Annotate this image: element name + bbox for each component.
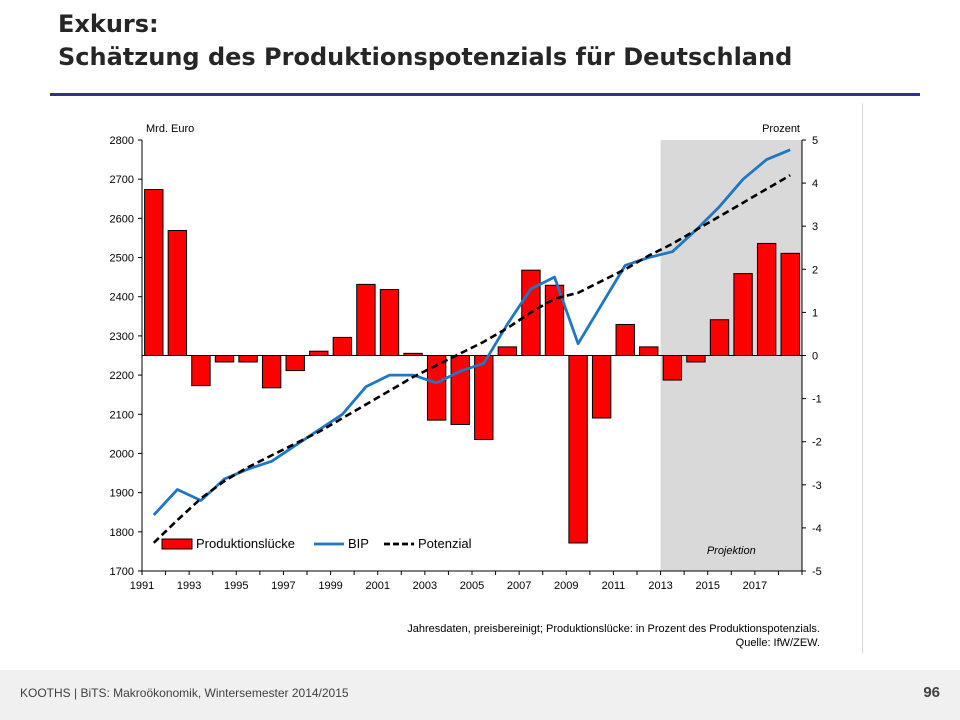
- title-rule: [50, 93, 920, 96]
- left-tick-label: 2700: [110, 174, 134, 186]
- line-bip: [152, 148, 791, 516]
- x-tick-label: 2015: [695, 580, 719, 592]
- x-tick-label: 2011: [602, 580, 626, 592]
- bar-2003: [426, 355, 447, 421]
- x-tick-label: 1999: [318, 580, 342, 592]
- x-tick-label: 2017: [743, 580, 767, 592]
- bar-2009: [568, 355, 588, 544]
- left-tick-label: 2400: [110, 292, 134, 304]
- right-tick-label: -4: [812, 523, 822, 535]
- bar-1994: [214, 355, 235, 363]
- label-layer: 1700 1800 1900 2000 2100 2200 2300 2400 2500 2600…: [110, 123, 822, 649]
- title-line-1: Exkurs:: [58, 10, 159, 38]
- bar-2011: [615, 323, 635, 357]
- chart-source: Quelle: IfW/ZEW.: [736, 637, 820, 649]
- left-tick-label: 2500: [110, 253, 134, 265]
- chart-right-border: [862, 103, 863, 653]
- bar-2018: [780, 252, 800, 356]
- bar-1996: [261, 355, 282, 389]
- left-tick-label: 1700: [110, 566, 134, 578]
- x-tick-label: 2007: [507, 580, 531, 592]
- left-tick-label: 2600: [110, 213, 134, 225]
- bar-1992: [167, 230, 188, 356]
- left-tick-label: 2000: [110, 448, 134, 460]
- right-tick-label: -3: [812, 480, 822, 492]
- page-number: 96: [923, 684, 940, 701]
- right-tick-label: -5: [812, 566, 822, 578]
- bar-2012: [639, 346, 659, 357]
- bar-2002: [403, 352, 423, 357]
- x-tick-label: 2001: [365, 580, 389, 592]
- left-tick-label: 2800: [110, 135, 134, 147]
- bar-1995: [238, 355, 258, 363]
- x-tick-label: 1995: [224, 580, 248, 592]
- right-tick-label: 4: [812, 178, 818, 190]
- bar-2001: [379, 289, 400, 357]
- left-tick-label: 2100: [110, 409, 134, 421]
- x-tick-label: 1997: [271, 580, 295, 592]
- left-tick-label: 1900: [110, 488, 134, 500]
- left-tick-label: 2200: [110, 370, 134, 382]
- right-tick-label: 1: [812, 307, 818, 319]
- x-tick-label: 2009: [554, 580, 578, 592]
- bar-1993: [191, 355, 211, 387]
- legend-label-potenzial: Potenzial: [418, 536, 472, 551]
- bar-2013: [662, 355, 683, 381]
- x-tick-label: 1991: [130, 580, 154, 592]
- bar-2006: [497, 346, 518, 357]
- production-potential-chart: Projektion 1700 1800 1900 2000 2100 2200 2300 2…: [110, 123, 822, 649]
- x-tick-label: 2013: [648, 580, 672, 592]
- bar-2016: [733, 273, 753, 356]
- right-tick-label: 0: [812, 351, 818, 363]
- projection-label: Projektion: [707, 545, 756, 557]
- legend-swatch-produktionsluecke: [161, 538, 193, 550]
- legend: Produktionslücke BIP Potenzial: [161, 536, 472, 551]
- bar-2014: [686, 355, 706, 363]
- bar-2010: [591, 355, 612, 419]
- right-axis-title: Prozent: [762, 123, 800, 135]
- left-tick-label: 1800: [110, 527, 134, 539]
- legend-label-produktionslücke: Produktionslücke: [196, 536, 295, 551]
- legend-label-bip: BIP: [348, 536, 369, 551]
- footer-bar: [0, 670, 960, 720]
- bar-2004: [450, 355, 470, 425]
- right-tick-label: 5: [812, 135, 818, 147]
- bar-2000: [356, 283, 376, 356]
- left-axis-title: Mrd. Euro: [146, 123, 194, 135]
- x-tick-label: 1993: [177, 580, 201, 592]
- right-tick-label: -2: [812, 437, 822, 449]
- x-tick-label: 2005: [460, 580, 484, 592]
- title-line-2: Schätzung des Produktionspotenzials für …: [58, 43, 793, 71]
- slide-title: Exkurs: Schätzung des Produktionspotenzi…: [58, 8, 792, 74]
- bar-2015: [709, 319, 730, 357]
- line-series-layer: [152, 148, 791, 544]
- bar-1999: [332, 336, 353, 356]
- right-tick-label: 2: [812, 264, 818, 276]
- right-tick-label: -1: [812, 394, 822, 406]
- right-tick-label: 3: [812, 221, 818, 233]
- bar-1997: [285, 355, 305, 372]
- footer-text: KOOTHS | BiTS: Makroökonomik, Winterseme…: [20, 686, 349, 700]
- bar-1991: [144, 189, 164, 356]
- chart-note: Jahresdaten, preisbereinigt; Produktions…: [407, 623, 820, 635]
- bar-2005: [474, 355, 494, 441]
- line-potenzial: [152, 174, 791, 544]
- bar-2017: [756, 242, 777, 356]
- x-tick-label: 2003: [413, 580, 437, 592]
- bar-1998: [309, 350, 329, 357]
- left-tick-label: 2300: [110, 331, 134, 343]
